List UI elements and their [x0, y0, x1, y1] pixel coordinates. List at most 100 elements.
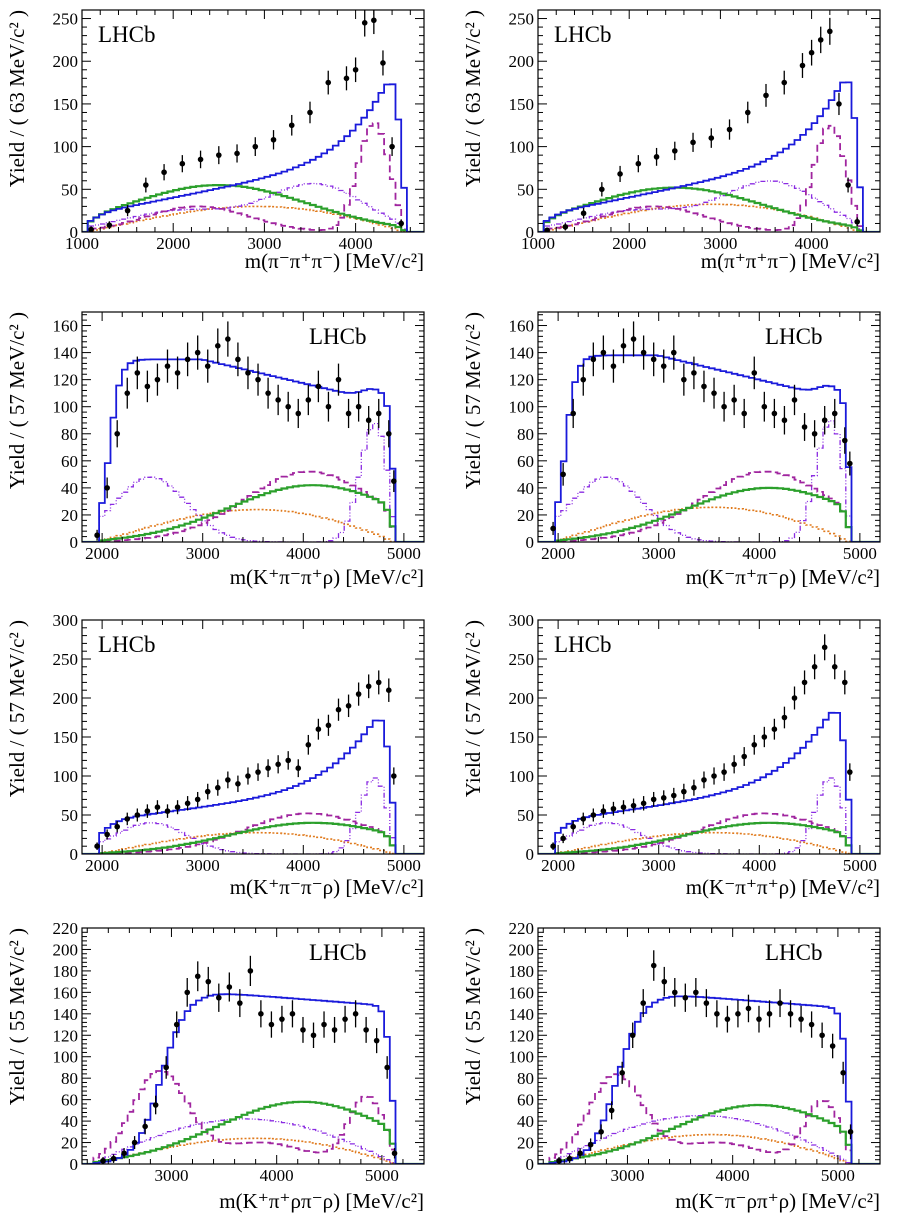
data-point: [741, 410, 748, 417]
data-point: [255, 376, 261, 383]
data-point: [630, 802, 637, 809]
component-green-curve: [82, 184, 424, 232]
y-axis-label: Yield / ( 63 MeV/c² ): [461, 10, 485, 187]
data-point: [771, 726, 778, 732]
plot-area: [538, 950, 880, 1164]
y-tick-label: 0: [526, 223, 535, 242]
data-point: [721, 403, 727, 410]
plot-area: [538, 17, 880, 232]
data-point: [650, 962, 657, 969]
component-orange-curve: [82, 1137, 424, 1164]
y-tick-label: 180: [509, 962, 535, 981]
data-point: [672, 989, 678, 996]
total-fit-curve: [538, 354, 880, 542]
y-tick-label: 120: [509, 371, 535, 390]
data-point: [375, 679, 382, 686]
chart-panel-5: 2000 3000 4000 5000 0 50 100 150 200 250 300 m(K⁺π⁻…: [5, 611, 425, 899]
data-point: [154, 804, 161, 810]
x-tick-label: 3000: [154, 1166, 188, 1185]
component-magenta-curve: [538, 124, 880, 232]
data-point: [384, 1064, 390, 1071]
x-tick-label: 2000: [156, 234, 190, 253]
data-point: [315, 383, 322, 390]
chart-title: LHCb: [554, 632, 612, 657]
data-point: [174, 370, 181, 376]
data-point: [144, 808, 151, 814]
y-tick-label: 160: [509, 983, 535, 1002]
data-point: [205, 978, 212, 985]
data-point: [194, 973, 201, 980]
data-point: [841, 679, 848, 686]
y-tick-label: 100: [509, 138, 535, 157]
component-magenta-curve: [82, 470, 424, 542]
data-point: [194, 349, 201, 356]
data-point: [391, 478, 397, 484]
data-point: [121, 1150, 127, 1157]
total-fit-curve: [82, 83, 424, 232]
y-tick-label: 220: [53, 919, 79, 938]
x-tick-label: 5000: [843, 856, 877, 875]
y-tick-label: 250: [53, 650, 79, 669]
y-axis-label: Yield / ( 55 MeV/c² ): [461, 928, 485, 1105]
y-tick-label: 100: [509, 398, 535, 417]
data-point: [787, 1011, 794, 1017]
data-point: [708, 135, 715, 141]
y-tick-label: 50: [61, 806, 78, 825]
component-green-curve: [538, 821, 880, 854]
data-point: [285, 403, 292, 410]
data-point: [355, 691, 362, 697]
data-point: [289, 1011, 296, 1017]
data-point: [144, 383, 151, 390]
data-point: [771, 410, 778, 417]
y-tick-label: 100: [53, 138, 79, 157]
y-tick-label: 200: [53, 940, 79, 959]
data-point: [375, 410, 382, 417]
y-tick-label: 150: [509, 728, 535, 747]
data-point: [847, 769, 853, 775]
data-point: [197, 156, 204, 163]
y-tick-label: 0: [70, 533, 79, 552]
data-point: [305, 397, 312, 403]
data-point: [801, 679, 808, 686]
chart-title: LHCb: [98, 632, 156, 657]
data-point: [216, 152, 222, 158]
data-point: [295, 410, 302, 417]
y-tick-label: 200: [53, 52, 79, 71]
data-point: [252, 143, 259, 150]
data-point: [164, 363, 171, 369]
component-green-curve: [538, 186, 880, 232]
data-point: [179, 160, 186, 167]
data-point: [761, 734, 768, 740]
data-point: [307, 109, 313, 116]
component-violet-curve: [538, 180, 880, 232]
y-tick-label: 250: [53, 10, 79, 29]
y-tick-label: 60: [517, 452, 534, 471]
data-point: [751, 370, 758, 376]
y-axis-label: Yield / ( 57 MeV/c² ): [461, 312, 485, 489]
y-tick-label: 0: [70, 1155, 79, 1174]
data-point: [389, 143, 395, 150]
data-point: [766, 1011, 773, 1017]
x-tick-label: 1000: [65, 234, 99, 253]
x-tick-label: 4000: [795, 234, 829, 253]
chart-panel-1: 1000 2000 3000 4000 0 50 100 150 200 250 m(π⁻π⁺π⁻)…: [5, 9, 425, 273]
data-point: [721, 769, 727, 775]
data-point: [745, 1005, 752, 1012]
data-point: [285, 757, 292, 764]
data-point: [279, 1016, 285, 1022]
data-point: [556, 1157, 562, 1164]
data-point: [819, 1032, 825, 1039]
data-point: [343, 75, 350, 82]
y-tick-label: 250: [509, 10, 535, 29]
data-point: [791, 695, 798, 701]
data-point: [781, 417, 788, 424]
y-tick-label: 140: [509, 344, 535, 363]
data-point: [587, 1141, 594, 1148]
y-axis-label: Yield / ( 57 MeV/c² ): [461, 620, 485, 797]
data-point: [335, 376, 342, 383]
y-tick-label: 0: [70, 845, 79, 864]
chart-title: LHCb: [98, 22, 156, 47]
x-tick-label: 1000: [521, 234, 555, 253]
data-point: [325, 722, 332, 729]
data-point: [544, 227, 550, 232]
